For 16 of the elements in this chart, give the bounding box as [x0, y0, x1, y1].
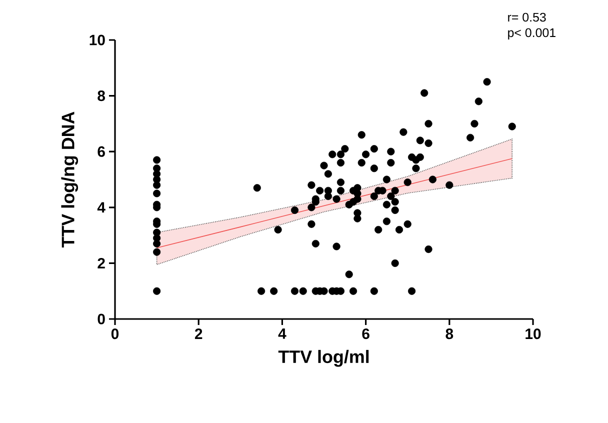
text: r= 0.53	[508, 12, 546, 22]
y-tick-label: 6	[98, 146, 105, 157]
y-tick-label: 2	[98, 258, 105, 268]
x-tick-label: 2	[194, 328, 202, 339]
y-tick-label: 4	[97, 202, 106, 213]
y-tick-label: 10	[90, 34, 105, 46]
y-axis-title: TTV log/ng DNA	[61, 112, 78, 248]
text: p< 0.001	[508, 28, 556, 40]
x-tick-label: 0	[111, 328, 119, 340]
x-tick-label: 6	[362, 328, 370, 340]
x-tick-label: 8	[446, 328, 454, 340]
x-axis-title: TTV log/ml	[278, 350, 369, 367]
y-tick-label: 0	[98, 314, 105, 324]
x-tick-label: 10	[526, 328, 541, 340]
x-tick-label: 4	[278, 328, 286, 339]
y-tick-label: 8	[98, 90, 106, 102]
